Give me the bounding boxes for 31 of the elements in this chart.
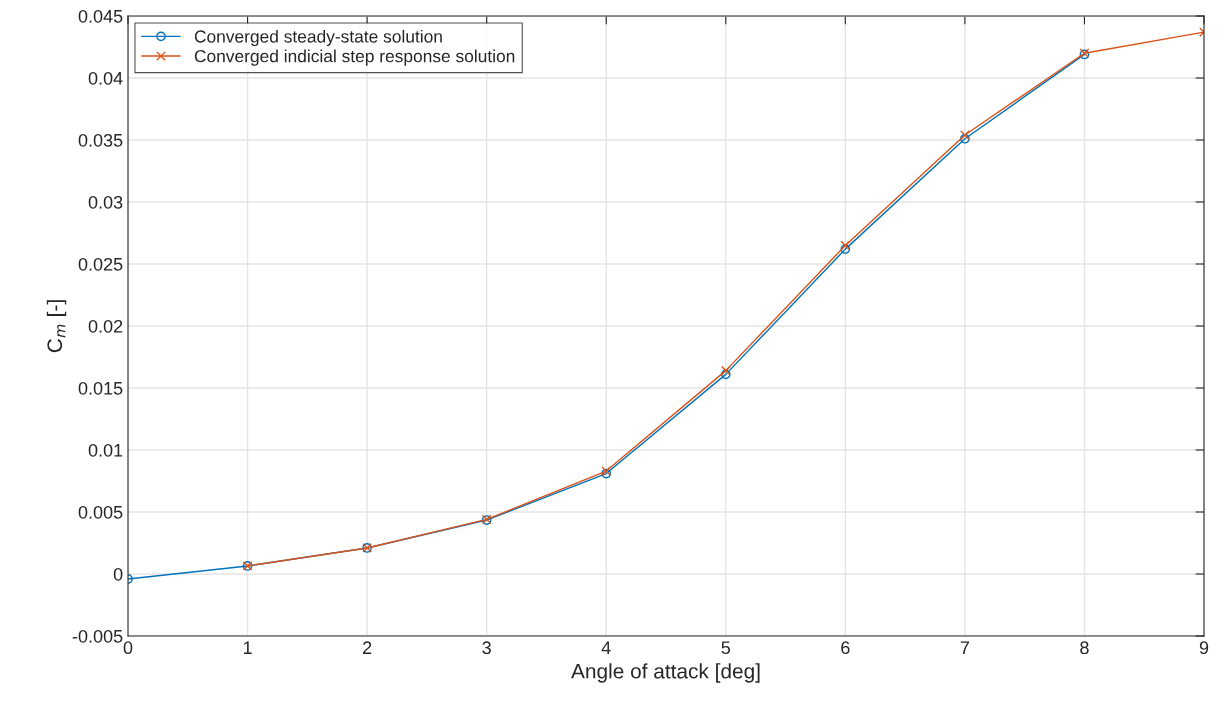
x-tick-label: 6 <box>841 641 850 655</box>
y-tick-label: 0.03 <box>88 195 123 209</box>
y-tick-label: 0.035 <box>78 133 123 147</box>
y-tick-label: 0.04 <box>88 71 123 85</box>
point <box>840 244 851 254</box>
y-tick-label: 0.045 <box>78 9 123 23</box>
x-axis-title: Angle of attack [deg] <box>571 663 760 683</box>
x-tick-label: 2 <box>363 641 372 654</box>
legend-label: Converged steady-state solution <box>194 29 442 47</box>
x-tick-label: 3 <box>482 641 491 655</box>
y-tick-label: -0.005 <box>72 629 123 643</box>
x-tick-label: 0 <box>123 641 133 655</box>
point <box>720 365 731 376</box>
point <box>960 130 970 140</box>
y-tick-label: 0.02 <box>88 319 123 333</box>
y-tick-label: 0.025 <box>78 257 123 271</box>
x-tick-label: 4 <box>601 641 611 654</box>
y-tick-label: 0.005 <box>78 505 123 519</box>
x-tick-label: 7 <box>960 641 969 654</box>
x-tick-label: 5 <box>721 641 731 655</box>
x-tick-label: 8 <box>1080 641 1089 655</box>
y-tick-label: 0.01 <box>88 443 123 457</box>
point <box>840 240 851 251</box>
y-tick-label: 0 <box>113 567 123 581</box>
x-tick-label: 9 <box>1199 641 1209 655</box>
y-axis-title: C$_{m}$ [-] <box>46 300 67 353</box>
x-tick-label: 1 <box>243 641 252 654</box>
point <box>960 133 970 144</box>
point <box>720 369 731 380</box>
y-tick-label: 0.015 <box>78 381 123 395</box>
legend-label: Converged indicial step response solution <box>194 49 515 66</box>
